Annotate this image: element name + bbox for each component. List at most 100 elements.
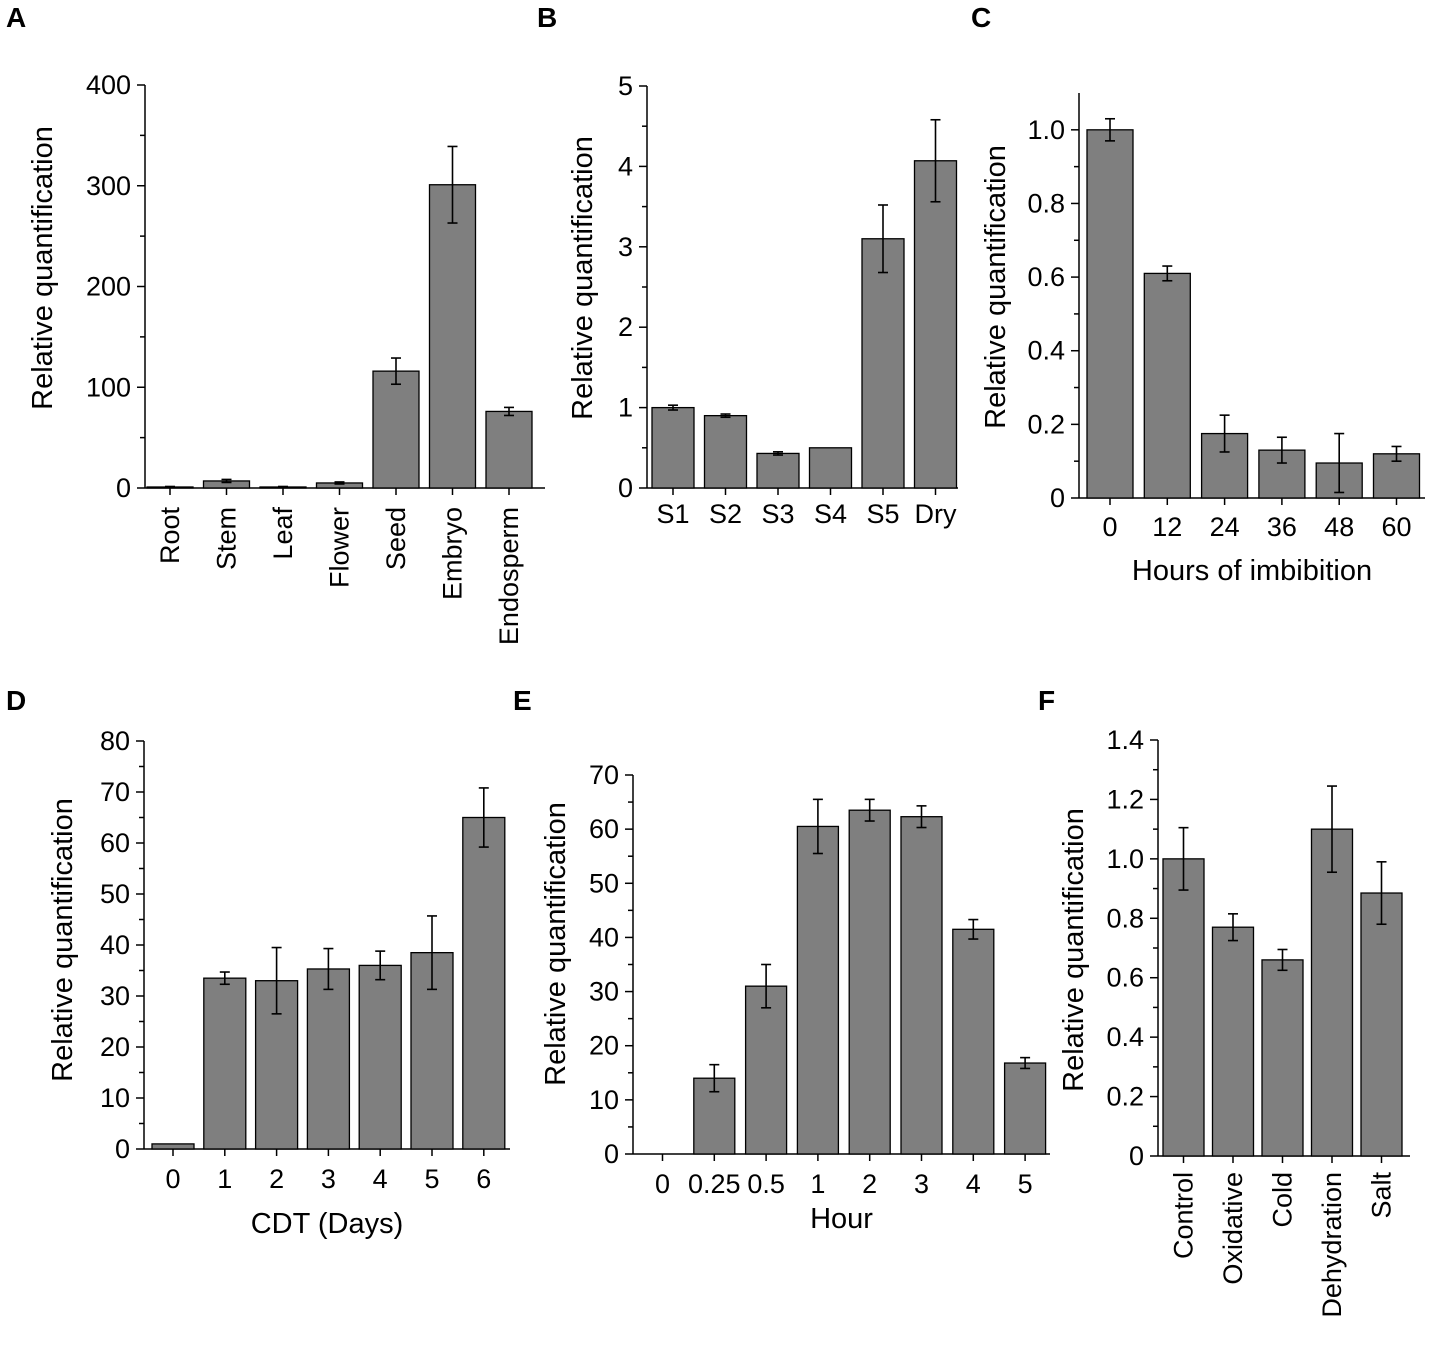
y-axis-title: Relative quantification: [47, 798, 79, 1082]
panel-letter: A: [6, 2, 26, 33]
category-label: Endosperm: [494, 507, 524, 645]
y-tick-label: 3: [618, 232, 633, 262]
bar-f-2: [1261, 959, 1304, 1157]
category-label: 60: [1381, 512, 1411, 542]
category-label: Cold: [1268, 1172, 1298, 1228]
panel-letter: E: [513, 685, 532, 716]
y-tick-label: 0: [1129, 1141, 1144, 1171]
y-tick-label: 0: [1050, 483, 1065, 513]
category-label: 0: [165, 1164, 180, 1194]
y-tick-label: 50: [589, 868, 619, 898]
category-label: 1: [217, 1164, 232, 1194]
x-axis-title: Hour: [810, 1203, 873, 1235]
y-tick-label: 0.4: [1106, 1022, 1144, 1052]
y-tick-label: 300: [86, 171, 131, 201]
y-tick-label: 1.0: [1106, 844, 1144, 874]
category-label: 12: [1152, 512, 1182, 542]
category-label: 3: [321, 1164, 336, 1194]
panel-letter: B: [537, 2, 557, 33]
bar-c-1: [1143, 272, 1191, 499]
y-tick-label: 30: [100, 981, 130, 1011]
bar-a-6: [485, 410, 533, 489]
category-label: Seed: [381, 507, 411, 570]
bar-d-6: [462, 816, 506, 1150]
chart-panel-a: A 0 100 200 300 400 Relative quantification Roo…: [6, 2, 545, 645]
y-axis-title: Relative quantification: [540, 802, 572, 1086]
category-label: 1: [810, 1169, 825, 1199]
y-tick-label: 0.6: [1027, 262, 1065, 292]
category-label: 5: [1018, 1169, 1033, 1199]
category-label: Leaf: [268, 507, 298, 560]
y-tick-label: 100: [86, 372, 131, 402]
category-label: 24: [1210, 512, 1240, 542]
panel-letter: C: [971, 2, 991, 33]
bar-e-3: [796, 825, 840, 1155]
y-tick-label: 0: [604, 1139, 619, 1169]
y-tick-label: 60: [100, 828, 130, 858]
bar-e-7: [1003, 1062, 1047, 1155]
y-tick-label: 0.8: [1027, 188, 1065, 218]
bar-a-5: [428, 184, 477, 489]
y-tick-label: 80: [100, 726, 130, 756]
category-label: 0: [655, 1169, 670, 1199]
category-label: S4: [814, 499, 847, 529]
y-tick-label: 20: [100, 1032, 130, 1062]
bar-d-3: [306, 968, 351, 1150]
y-tick-label: 50: [100, 879, 130, 909]
category-label: 0: [1102, 512, 1117, 542]
y-tick-label: 70: [589, 760, 619, 790]
category-label: 2: [269, 1164, 284, 1194]
bar-f-0: [1162, 858, 1205, 1157]
category-label: 5: [424, 1164, 439, 1194]
category-label: S1: [656, 499, 689, 529]
category-label: Salt: [1367, 1172, 1397, 1219]
y-tick-label: 1.2: [1106, 784, 1144, 814]
chart-panel-b: B 0 1 2 3 4 5 Relative quantification S1 S2 S3 S4 S5…: [537, 2, 958, 529]
bar-d-2: [254, 980, 299, 1150]
category-label: 6: [476, 1164, 491, 1194]
chart-panel-c: C 0 0.2 0.4 0.6 0.8 1.0 Relative quantification…: [971, 2, 1425, 587]
y-tick-label: 60: [589, 814, 619, 844]
bar-f-3: [1310, 828, 1354, 1157]
bar-b-5: [913, 160, 958, 489]
y-tick-label: 1.0: [1027, 115, 1065, 145]
bar-e-6: [952, 928, 995, 1155]
bar-f-4: [1360, 892, 1403, 1157]
y-axis-title: Relative quantification: [27, 126, 59, 410]
bar-d-4: [358, 964, 402, 1150]
category-label: 4: [373, 1164, 388, 1194]
category-label: 36: [1267, 512, 1297, 542]
bar-b-2: [756, 452, 800, 489]
bar-e-4: [848, 809, 891, 1155]
y-tick-label: 5: [618, 71, 633, 101]
y-tick-label: 1.4: [1106, 725, 1144, 755]
y-tick-label: 200: [86, 272, 131, 302]
category-label: Embryo: [438, 507, 468, 600]
y-tick-label: 4: [618, 151, 633, 181]
category-label: S5: [866, 499, 899, 529]
category-label: S3: [761, 499, 794, 529]
y-tick-label: 0.2: [1027, 409, 1065, 439]
chart-panel-d: D 0 10 20 30 40 50 60 70 80 Relative quantificatio…: [6, 685, 510, 1240]
y-axis-title: Relative quantification: [1058, 808, 1090, 1092]
y-tick-label: 0.8: [1106, 903, 1144, 933]
y-tick-label: 70: [100, 777, 130, 807]
panel-letter: D: [6, 685, 26, 716]
category-label: 3: [914, 1169, 929, 1199]
x-axis-title: CDT (Days): [251, 1208, 404, 1240]
bar-d-1: [203, 977, 247, 1150]
y-tick-label: 0.4: [1027, 336, 1065, 366]
panel-letter: F: [1038, 685, 1055, 716]
bar-c-0: [1086, 129, 1134, 499]
bar-b-1: [703, 414, 748, 489]
y-tick-label: 40: [100, 930, 130, 960]
y-tick-label: 10: [589, 1085, 619, 1115]
y-axis-title: Relative quantification: [567, 136, 599, 420]
bar-b-0: [651, 406, 695, 489]
y-tick-label: 0.6: [1106, 963, 1144, 993]
y-tick-label: 0.2: [1106, 1082, 1144, 1112]
bar-b-3: [808, 447, 853, 489]
y-axis-title: Relative quantification: [980, 145, 1012, 429]
y-tick-label: 10: [100, 1083, 130, 1113]
